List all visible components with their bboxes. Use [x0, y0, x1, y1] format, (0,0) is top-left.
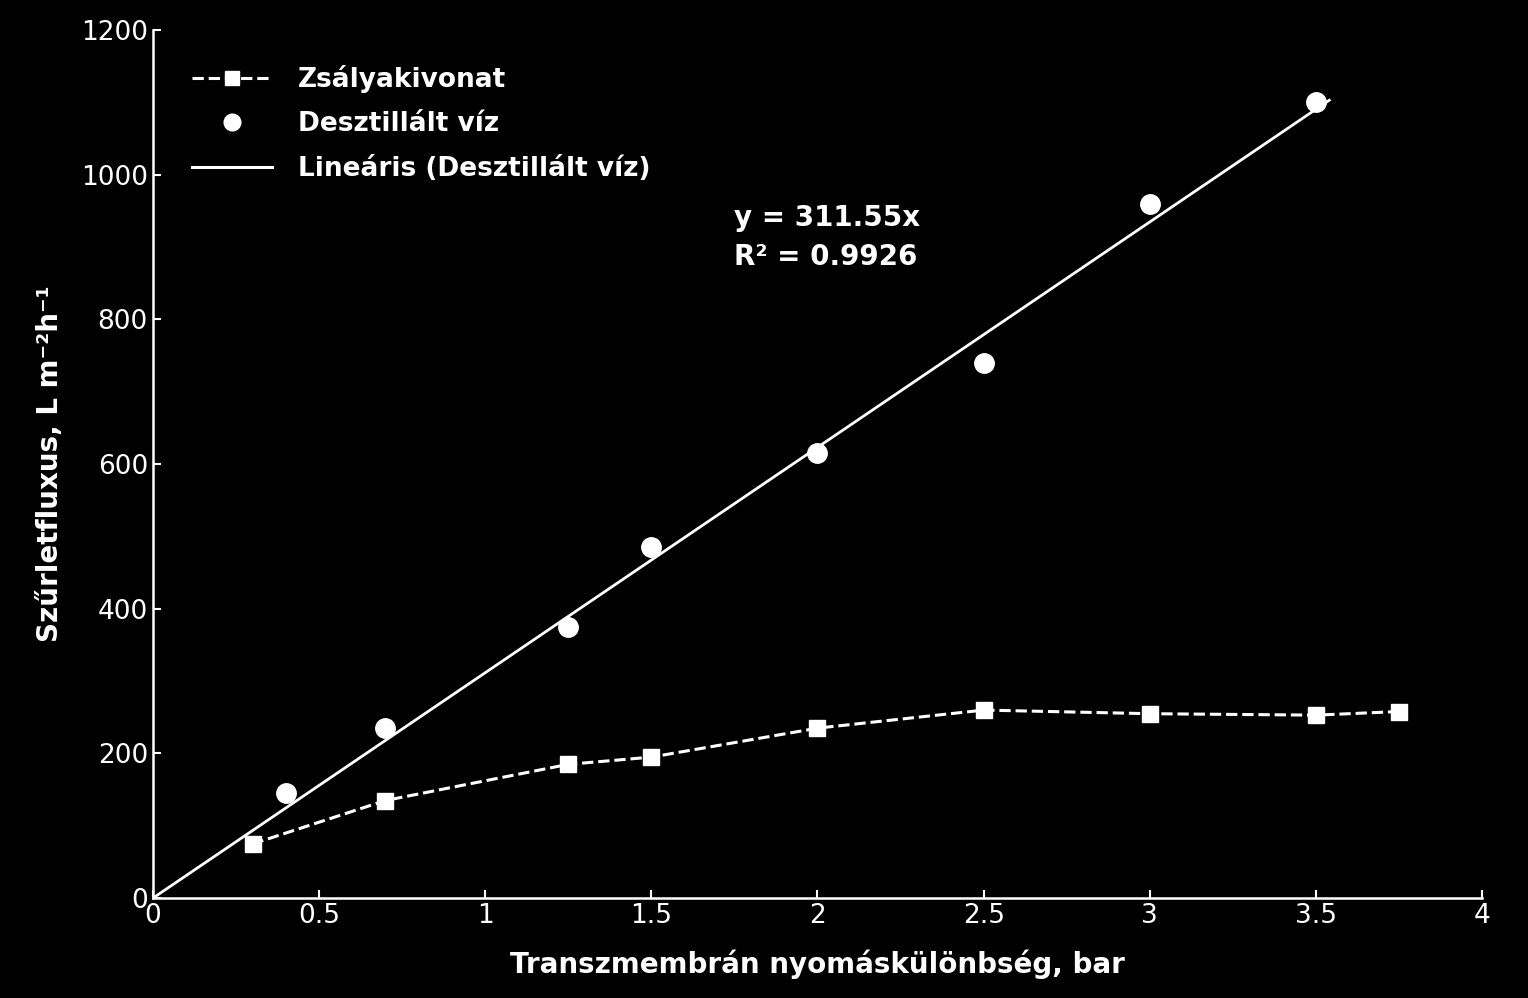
Y-axis label: Szűrletfluxus, L m⁻²h⁻¹: Szűrletfluxus, L m⁻²h⁻¹	[37, 285, 64, 643]
Legend: Zsályakivonat, Desztillált víz, Lineáris (Desztillált víz): Zsályakivonat, Desztillált víz, Lineáris…	[179, 52, 663, 196]
X-axis label: Transzmembrán nyomáskülönbség, bar: Transzmembrán nyomáskülönbség, bar	[510, 950, 1125, 979]
Text: y = 311.55x
R² = 0.9926: y = 311.55x R² = 0.9926	[735, 204, 920, 270]
